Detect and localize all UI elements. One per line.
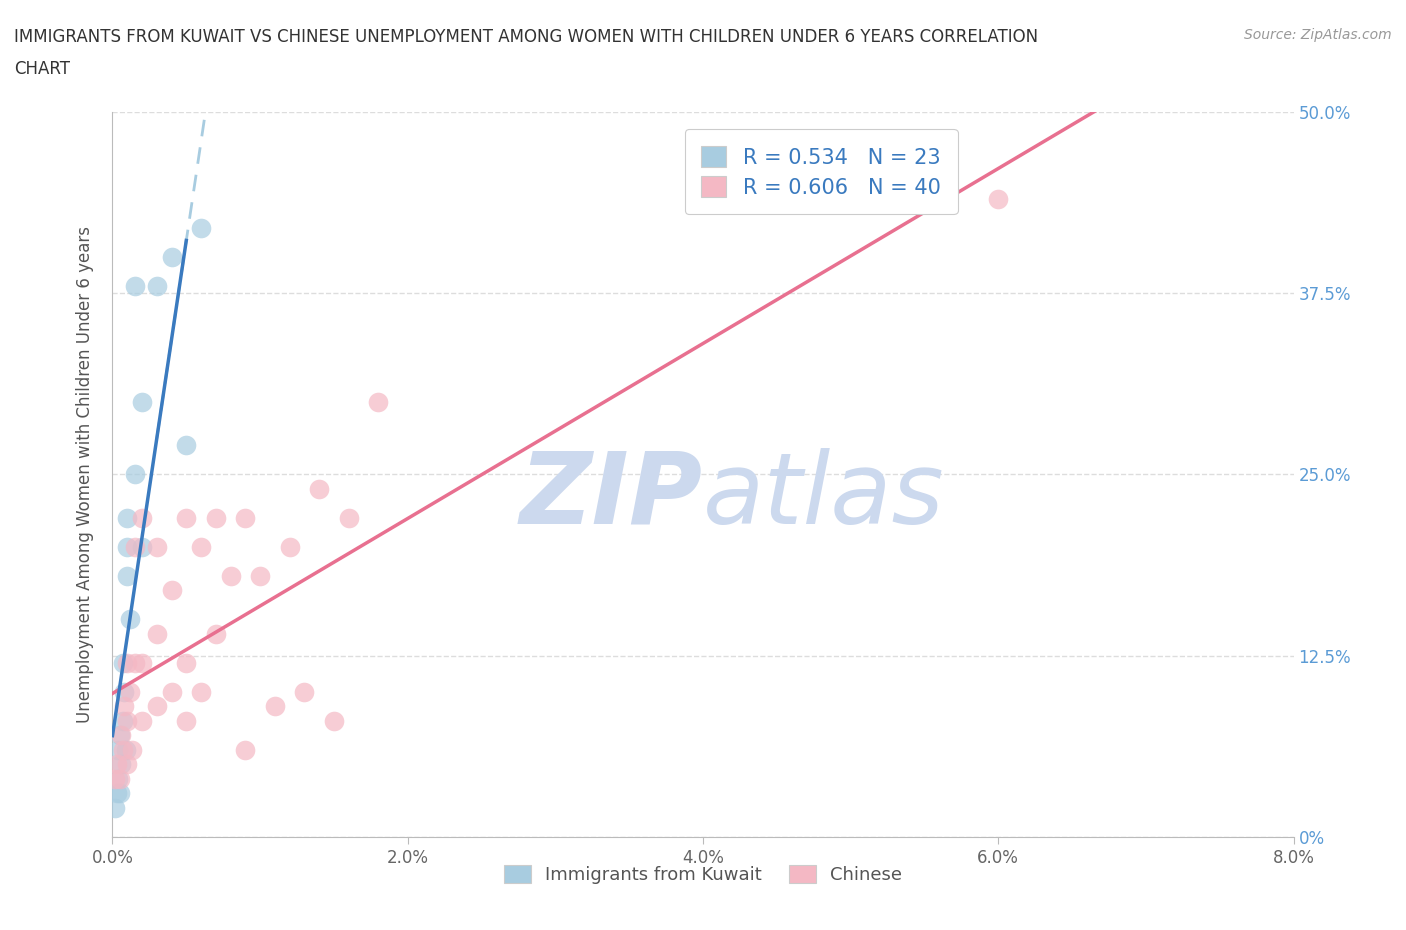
Point — [110, 728, 132, 743]
Text: Source: ZipAtlas.com: Source: ZipAtlas.com — [1244, 28, 1392, 42]
Point — [131, 656, 153, 671]
Point — [107, 742, 129, 757]
Point — [104, 772, 127, 787]
Point — [117, 757, 138, 772]
Point — [117, 656, 138, 671]
Point — [323, 713, 346, 728]
Point — [190, 684, 212, 699]
Legend: Immigrants from Kuwait, Chinese: Immigrants from Kuwait, Chinese — [495, 856, 911, 893]
Point — [120, 684, 142, 699]
Point — [110, 757, 132, 772]
Text: atlas: atlas — [703, 447, 945, 545]
Point — [104, 801, 127, 816]
Point — [124, 278, 146, 293]
Text: ZIP: ZIP — [520, 447, 703, 545]
Point — [146, 539, 169, 554]
Point — [174, 713, 197, 728]
Point — [308, 482, 330, 497]
Point — [174, 438, 197, 453]
Point — [174, 511, 197, 525]
Point — [117, 713, 138, 728]
Point — [112, 699, 135, 714]
Text: CHART: CHART — [14, 60, 70, 78]
Point — [146, 278, 169, 293]
Point — [190, 539, 212, 554]
Point — [117, 568, 138, 583]
Point — [367, 394, 389, 409]
Point — [131, 713, 153, 728]
Point — [160, 684, 183, 699]
Point — [205, 627, 228, 642]
Point — [124, 656, 146, 671]
Point — [108, 728, 131, 743]
Point — [112, 684, 135, 699]
Point — [131, 539, 153, 554]
Point — [114, 742, 136, 757]
Point — [337, 511, 360, 525]
Point — [107, 772, 129, 787]
Point — [120, 612, 142, 627]
Y-axis label: Unemployment Among Women with Children Under 6 years: Unemployment Among Women with Children U… — [76, 226, 94, 723]
Point — [264, 699, 287, 714]
Point — [174, 656, 197, 671]
Point — [292, 684, 315, 699]
Point — [146, 627, 169, 642]
Point — [111, 656, 134, 671]
Point — [146, 699, 169, 714]
Point — [121, 742, 143, 757]
Point — [205, 511, 228, 525]
Point — [190, 220, 212, 235]
Point — [117, 511, 138, 525]
Point — [249, 568, 271, 583]
Point — [124, 539, 146, 554]
Point — [124, 467, 146, 482]
Point — [117, 539, 138, 554]
Point — [278, 539, 301, 554]
Point — [233, 742, 256, 757]
Point — [131, 511, 153, 525]
Point — [108, 786, 131, 801]
Text: IMMIGRANTS FROM KUWAIT VS CHINESE UNEMPLOYMENT AMONG WOMEN WITH CHILDREN UNDER 6: IMMIGRANTS FROM KUWAIT VS CHINESE UNEMPL… — [14, 28, 1038, 46]
Point — [233, 511, 256, 525]
Point — [160, 583, 183, 598]
Point — [131, 394, 153, 409]
Point — [111, 713, 134, 728]
Point — [108, 772, 131, 787]
Point — [219, 568, 242, 583]
Point — [987, 192, 1010, 206]
Point — [105, 786, 128, 801]
Point — [111, 742, 134, 757]
Point — [160, 249, 183, 264]
Point — [105, 757, 128, 772]
